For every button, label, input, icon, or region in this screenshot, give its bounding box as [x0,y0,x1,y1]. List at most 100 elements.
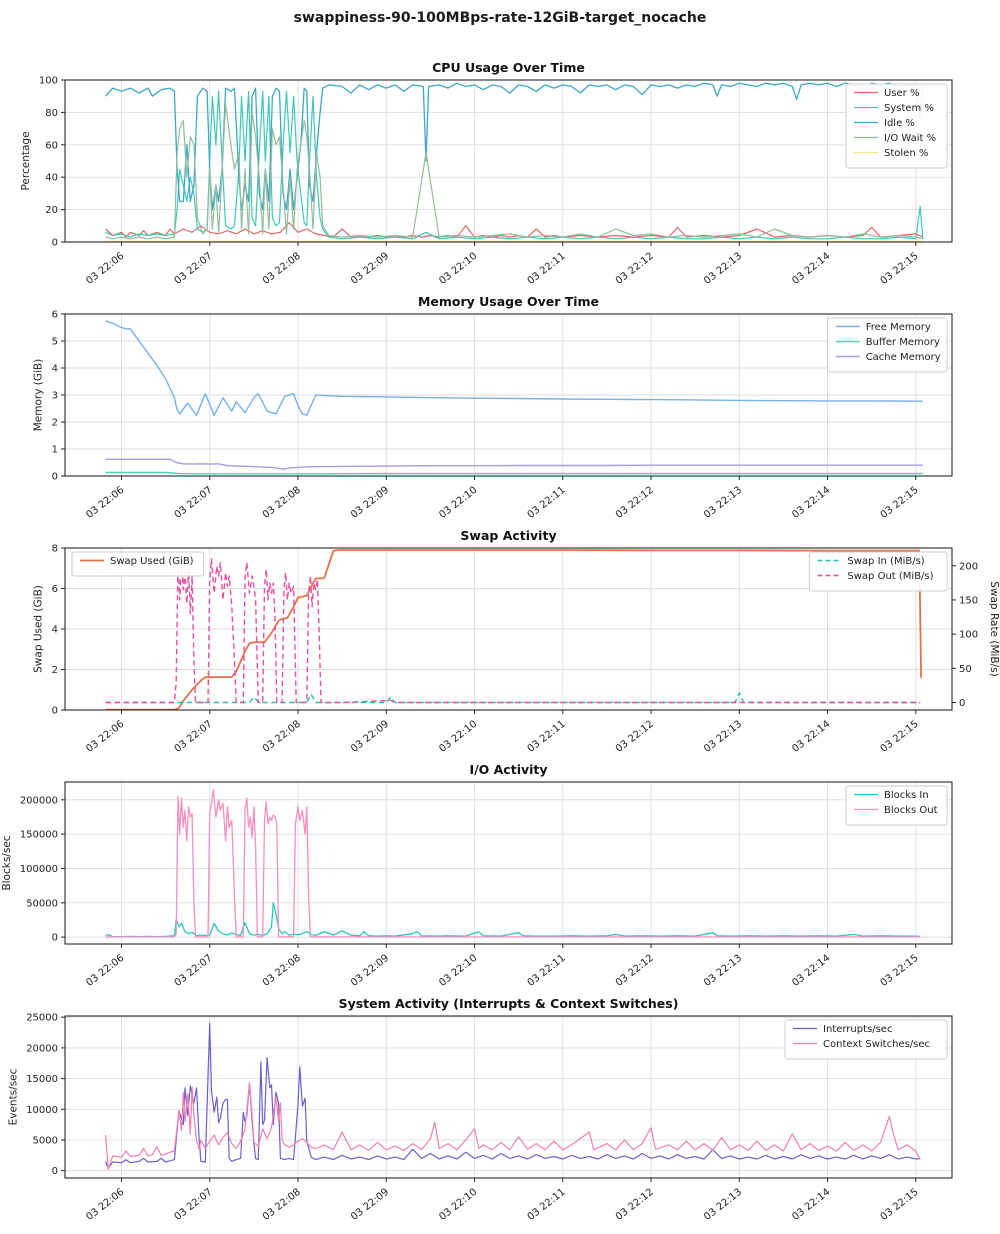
y-tick-label: 6 [52,310,58,321]
legend-box [71,551,204,577]
io-activity-chart: I/O Activity Blocks/sec 0 50000 100000 150000… [0,758,1000,992]
chart-title: Memory Usage Over Time [418,294,599,309]
x-tick-label: 03 22:14 [790,485,832,521]
y-tick-label: 0 [52,472,58,483]
legend: Free Memory Buffer Memory Cache Memory [827,317,948,373]
page-title: swappiness-90-100MBps-rate-12GiB-target_… [293,10,707,26]
legend: User % System % Idle % I/O Wait % Stolen % [845,83,948,169]
y-axis-label: Blocks/sec [1,835,13,890]
y-tick-label: 150000 [20,830,58,841]
grid [65,79,952,243]
y-tick-label: 2 [52,665,58,676]
y-axis-label: Percentage [20,131,32,190]
y2-tick-label: 200 [959,561,978,572]
y-tick-label: 6 [52,584,58,595]
series-line-blocks-in [105,902,921,938]
y-axis-label: Events/sec [8,1068,20,1125]
y2-tick-label: 0 [959,698,965,709]
y-tick-label: 3 [52,391,58,402]
x-tick-label: 03 22:10 [437,1187,479,1223]
y-tick-label: 80 [45,108,58,119]
chart-title: I/O Activity [469,762,547,777]
x-tick-label: 03 22:14 [790,1187,832,1223]
x-tick-label: 03 22:15 [879,485,921,521]
series-group [105,549,922,710]
legend-label: Free Memory [866,322,931,333]
y-tick-label: 60 [45,140,58,151]
legend-label: Stolen % [884,148,928,159]
x-tick-label: 03 22:15 [879,251,921,287]
y-tick-label: 40 [45,173,58,184]
legend-box [845,785,948,826]
legend-label: Swap Used (GiB) [110,556,194,567]
system-activity-plot: System Activity (Interrupts & Context Sw… [8,996,953,1223]
series-line-free-memory [105,320,923,417]
plot-frame [64,781,953,945]
series-line-i-o-wait- [105,103,924,240]
y-tick-label: 0 [52,706,58,717]
x-tick-label: 03 22:13 [702,719,744,755]
plot-frame [64,79,953,243]
legend-label: Blocks In [884,790,929,801]
x-tick-label: 03 22:08 [261,719,303,755]
legend-label: Buffer Memory [866,337,940,348]
series-line-cache-memory [105,458,923,470]
x-tick-label: 03 22:06 [84,719,126,755]
chart-title: System Activity (Interrupts & Context Sw… [339,996,679,1011]
y-tick-label: 200000 [20,795,58,806]
y-tick-label: 50000 [26,898,58,909]
legend-label: Cache Memory [866,352,941,363]
legend-label: Idle % [884,118,915,129]
series-line-context-switches-sec [105,1082,921,1170]
y-axis-label: Memory (GiB) [33,359,45,432]
x-tick-label: 03 22:13 [702,485,744,521]
axis-ticks [61,1016,917,1182]
x-tick-label: 03 22:13 [702,251,744,287]
grid [65,313,952,477]
x-tick-label: 03 22:13 [702,1187,744,1223]
x-tick-label: 03 22:11 [526,1187,568,1223]
grid [65,1016,952,1178]
y2-tick-label: 50 [959,664,972,675]
x-tick-label: 03 22:15 [879,719,921,755]
legend: Blocks In Blocks Out [845,785,948,826]
x-tick-label: 03 22:14 [790,251,832,287]
x-tick-label: 03 22:12 [614,485,656,521]
legend-label: Swap In (MiB/s) [847,556,924,567]
legend-label: Swap Out (MiB/s) [847,571,933,582]
series-line-blocks-out [105,788,921,938]
legend-label: Blocks Out [884,805,938,816]
legend-label: System % [884,103,934,114]
x-tick-label: 03 22:11 [526,953,568,989]
series-line-swap-used-gib- [105,549,922,710]
y-tick-label: 0 [52,933,58,944]
x-tick-label: 03 22:06 [84,251,126,287]
x-tick-label: 03 22:12 [614,251,656,287]
series-group [105,788,921,938]
x-tick-label: 03 22:15 [879,953,921,989]
x-tick-label: 03 22:09 [349,953,391,989]
x-tick-label: 03 22:11 [526,719,568,755]
io-activity-plot: I/O Activity Blocks/sec 0 50000 100000 150000… [1,762,953,989]
axis-ticks [61,313,917,480]
x-tick-label: 03 22:08 [261,251,303,287]
system-activity-chart: System Activity (Interrupts & Context Sw… [0,992,1000,1226]
y-tick-label: 100 [39,76,58,87]
series-line-idle- [105,82,924,211]
legend: Swap In (MiB/s) Swap Out (MiB/s) [808,551,948,592]
y-tick-label: 15000 [26,1074,58,1085]
x-tick-label: 03 22:09 [349,251,391,287]
series-line-swap-in-mib-s- [105,692,921,704]
y-tick-label: 5 [52,337,58,348]
grid [65,782,952,944]
swap-activity-plot: Swap Activity Swap Used (GiB) Swap Rate (M… [33,528,1000,755]
memory-usage-chart: Memory Usage Over Time Memory (GiB) 0 1 2 3 4 5… [0,290,1000,524]
series-line-system- [105,90,924,240]
y-tick-label: 5000 [33,1135,58,1146]
x-tick-label: 03 22:12 [614,953,656,989]
x-tick-label: 03 22:07 [173,1187,215,1223]
memory-usage-plot: Memory Usage Over Time Memory (GiB) 0 1 2 3 4 5… [33,294,953,521]
y-tick-label: 20000 [26,1043,58,1054]
legend-label: User % [884,88,919,99]
axis-ticks [61,79,917,246]
